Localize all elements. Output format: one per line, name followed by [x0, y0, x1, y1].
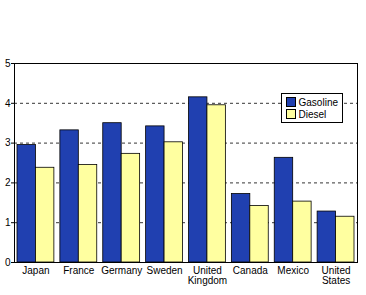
svg-text:Canada: Canada [233, 265, 268, 276]
svg-text:UnitedStates: UnitedStates [322, 265, 351, 286]
svg-text:Germany: Germany [101, 265, 142, 276]
svg-text:3: 3 [5, 137, 11, 148]
svg-text:UnitedKingdom: UnitedKingdom [188, 265, 227, 286]
svg-text:Sweden: Sweden [146, 265, 182, 276]
html-text:Gasoline: Gasoline [298, 96, 338, 108]
svg-text:5: 5 [5, 58, 11, 69]
svg-text:1: 1 [5, 217, 11, 228]
svg-text:4: 4 [5, 98, 11, 109]
svg-text:Japan: Japan [22, 265, 49, 276]
svg-text:0: 0 [5, 257, 11, 268]
svg-text:2: 2 [5, 177, 11, 188]
svg-text:Mexico: Mexico [277, 265, 309, 276]
html-text:Diesel: Diesel [298, 108, 327, 120]
svg-text:France: France [63, 265, 95, 276]
